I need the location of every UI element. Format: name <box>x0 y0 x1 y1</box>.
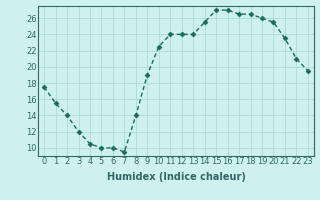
X-axis label: Humidex (Indice chaleur): Humidex (Indice chaleur) <box>107 172 245 182</box>
